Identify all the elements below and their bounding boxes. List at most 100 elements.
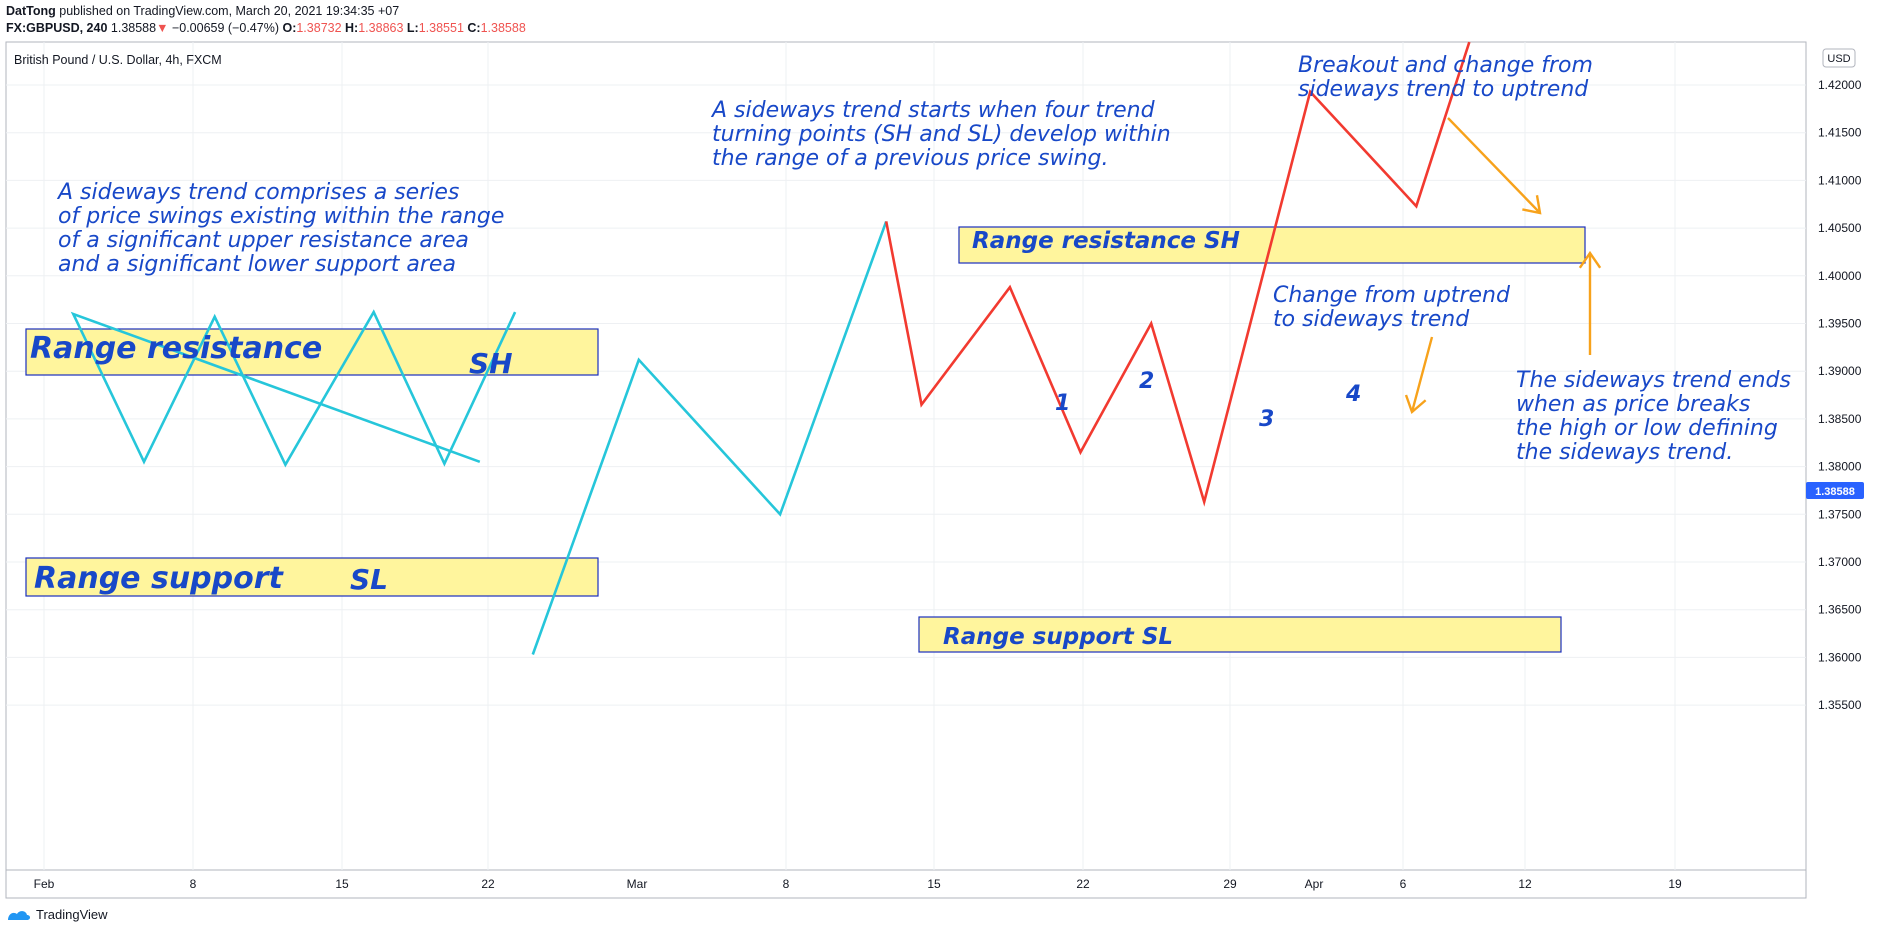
open-value: 1.38732 [296, 21, 342, 35]
x-tick-label: Apr [1305, 877, 1324, 891]
note-end-line: the sideways trend. [1516, 440, 1733, 465]
note-breakout: Breakout and change from sideways trend t… [1298, 53, 1593, 102]
y-tick-label: 1.38500 [1818, 412, 1862, 426]
last-price-tag: 1.38588 [1806, 482, 1864, 499]
breakout-arrow-head [1522, 195, 1542, 215]
note-change: Change from uptrend to sideways trend [1273, 283, 1511, 332]
note-change-line: to sideways trend [1273, 307, 1470, 332]
x-tick-label: 29 [1223, 877, 1237, 891]
publish-info: DatTong published on TradingView.com, Ma… [6, 4, 399, 18]
grid-lines [6, 42, 1806, 870]
box-range-resistance-label: Range resistance [30, 331, 322, 366]
x-tick-label: 6 [1400, 877, 1407, 891]
y-tick-label: 1.40000 [1818, 269, 1862, 283]
symbol-label: FX:GBPUSD, 240 [6, 21, 108, 35]
box-range-support-label: Range support [34, 561, 285, 596]
x-tick-label: 15 [927, 877, 941, 891]
note-left-line: of price swings existing within the rang… [58, 204, 504, 229]
box-range-support [25, 557, 599, 597]
last-price: 1.38588 [110, 21, 157, 35]
price-lines [70, 41, 1471, 655]
breakout-arrow [1447, 117, 1542, 215]
note-end-line: the high or low defining [1516, 416, 1778, 441]
note-breakout-line: Breakout and change from [1298, 53, 1593, 78]
series-line-1 [70, 309, 517, 468]
tradingview-logo-icon [8, 910, 30, 920]
label-4: 4 [1345, 382, 1361, 407]
last-price-tag-text: 1.38588 [1815, 486, 1855, 498]
y-tick-label: 1.39500 [1818, 317, 1862, 331]
note-top-line: the range of a previous price swing. [712, 146, 1108, 171]
chart-title: British Pound / U.S. Dollar, 4h, FXCM [14, 53, 222, 67]
x-tick-label: Feb [34, 877, 55, 891]
range-boxes [25, 226, 1586, 653]
tradingview-footer[interactable]: TradingView [6, 907, 108, 922]
label-sh: SH [469, 347, 513, 380]
y-tick-label: 1.35500 [1818, 698, 1862, 712]
change-arrow [1404, 336, 1434, 415]
y-tick-label: 1.40500 [1818, 221, 1862, 235]
x-tick-label: 12 [1518, 877, 1532, 891]
box-range-resistance-sh-label: Range resistance SH [972, 228, 1240, 254]
y-tick-label: 1.41000 [1818, 173, 1862, 187]
note-end-line: The sideways trend ends [1516, 368, 1791, 393]
open-label: O: [282, 21, 297, 35]
price-change: −0.00659 (−0.47%) [171, 21, 279, 35]
high-value: 1.38863 [358, 21, 404, 35]
x-tick-label: 22 [481, 877, 495, 891]
y-tick-label: 1.42000 [1818, 78, 1862, 92]
range-end-arrow [1578, 250, 1602, 355]
axis-ticks: Feb 8 15 22 Mar 8 15 22 29 Apr 6 12 191.420001.41500… [34, 78, 1862, 891]
y-tick-label: 1.37500 [1818, 507, 1862, 521]
down-arrow-icon: ▼ [156, 21, 169, 35]
note-breakout-line: sideways trend to uptrend [1298, 77, 1589, 102]
note-left: A sideways trend comprises a series of pr… [56, 180, 504, 277]
x-tick-label: 8 [190, 877, 197, 891]
note-end: The sideways trend ends when as price bre… [1516, 368, 1791, 465]
x-tick-label: 19 [1668, 877, 1682, 891]
annotation-arrows [1404, 117, 1602, 415]
y-tick-label: 1.38000 [1818, 460, 1862, 474]
box-range-support-sl [918, 616, 1562, 653]
annotation-labels: Range resistance Range support Range resis… [30, 53, 1791, 650]
note-left-line: of a significant upper resistance area [58, 228, 469, 253]
y-tick-label: 1.36500 [1818, 603, 1862, 617]
x-tick-label: 15 [335, 877, 349, 891]
y-tick-label: 1.39000 [1818, 364, 1862, 378]
x-tick-label: Mar [627, 877, 648, 891]
breakout-arrow-shaft [1447, 117, 1541, 214]
high-label: H: [345, 21, 359, 35]
close-value: 1.38588 [480, 21, 526, 35]
range-end-arrow-head [1578, 250, 1602, 269]
y-tick-label: 1.37000 [1818, 555, 1862, 569]
y-tick-label: 1.41500 [1818, 126, 1862, 140]
box-range-support-sl-label: Range support SL [943, 624, 1173, 650]
box-range-resistance-sh [958, 226, 1586, 264]
change-arrow-head [1404, 394, 1427, 415]
brand-label: TradingView [36, 907, 108, 922]
close-label: C: [467, 21, 481, 35]
low-label: L: [406, 21, 419, 35]
publish-date: published on TradingView.com, March 20, … [59, 4, 400, 18]
note-change-line: Change from uptrend [1273, 283, 1511, 308]
note-top-line: A sideways trend starts when four trend [710, 98, 1156, 123]
label-sl: SL [350, 563, 388, 596]
change-arrow-shaft [1410, 336, 1434, 413]
y-tick-label: 1.36000 [1818, 650, 1862, 664]
series-line-3 [884, 41, 1471, 507]
note-top: A sideways trend starts when four trend t… [710, 98, 1171, 171]
note-left-line: A sideways trend comprises a series [56, 180, 459, 205]
low-value: 1.38551 [418, 21, 464, 35]
currency-label: USD [1827, 53, 1850, 65]
note-end-line: when as price breaks [1516, 392, 1750, 417]
label-1: 1 [1055, 391, 1070, 416]
ohlc-legend: FX:GBPUSD, 240 1.38588▼ −0.00659 (−0.47%… [6, 21, 526, 35]
note-top-line: turning points (SH and SL) develop withi… [712, 122, 1171, 147]
note-left-line: and a significant lower support area [58, 252, 456, 277]
currency-badge[interactable]: USD [1822, 48, 1856, 68]
series-line-2 [531, 220, 888, 655]
x-tick-label: 22 [1076, 877, 1090, 891]
label-2: 2 [1139, 369, 1154, 394]
author-name: DatTong [6, 4, 56, 18]
